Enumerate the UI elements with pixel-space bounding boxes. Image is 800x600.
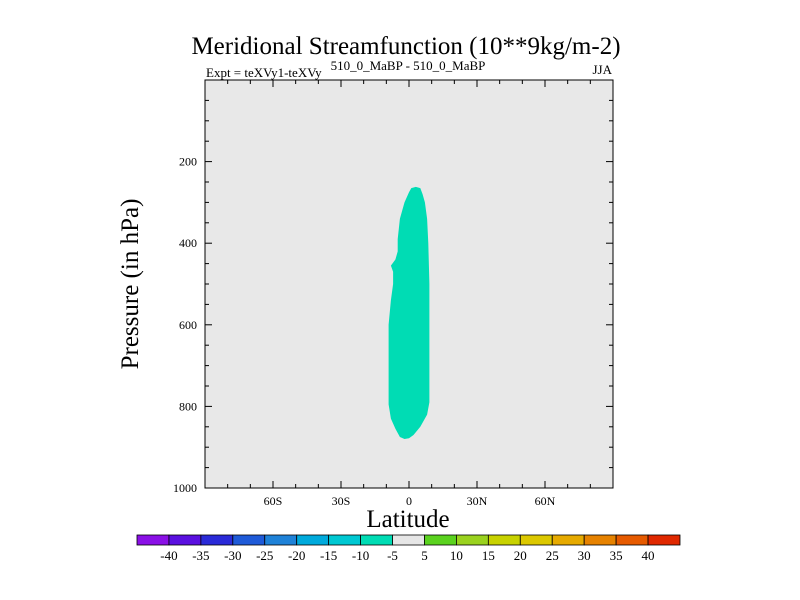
colorbar-label: -35 (192, 548, 209, 563)
y-tick-label: 1000 (173, 481, 197, 495)
colorbar-label: 35 (610, 548, 623, 563)
x-tick-label: 30S (332, 494, 351, 508)
y-tick-label: 600 (179, 318, 197, 332)
colorbar-swatch (487, 534, 521, 546)
x-tick-label: 60S (264, 494, 283, 508)
season-label: JJA (592, 62, 612, 77)
colorbar-label: -30 (224, 548, 241, 563)
colorbar-label: 20 (514, 548, 527, 563)
colorbar-swatch (583, 534, 617, 546)
y-tick-label: 400 (179, 236, 197, 250)
colorbar-label: 5 (421, 548, 428, 563)
colorbar-label: 25 (546, 548, 559, 563)
experiment-label: Expt = teXVy1-teXVy (206, 65, 322, 80)
colorbar-swatch (647, 534, 681, 546)
colorbar-swatch (328, 534, 361, 546)
colorbar-swatch (392, 534, 425, 546)
colorbar-label: -20 (288, 548, 305, 563)
colorbar-swatch (168, 534, 202, 546)
colorbar-label: -40 (160, 548, 177, 563)
colorbar-swatch (424, 534, 457, 546)
x-tick-label: 0 (406, 494, 412, 508)
y-axis-label: Pressure (in hPa) (117, 199, 144, 370)
colorbar-swatch (200, 534, 234, 546)
contour-fill-region (388, 186, 430, 439)
colorbar-swatch (264, 534, 298, 546)
colorbar-label: 15 (482, 548, 495, 563)
colorbar-swatch (519, 534, 553, 546)
y-axis: 200 400 600 800 1000 (173, 79, 613, 495)
colorbar-swatch (551, 534, 585, 546)
comparison-label: 510_0_MaBP - 510_0_MaBP (331, 58, 486, 73)
colorbar-label: 10 (450, 548, 463, 563)
chart-title: Meridional Streamfunction (10**9kg/m-2) (191, 33, 620, 60)
colorbar-label: 40 (642, 548, 655, 563)
contour-layer (388, 186, 430, 439)
colorbar-label: -25 (256, 548, 273, 563)
y-tick-label: 800 (179, 399, 197, 413)
colorbar-swatch (615, 534, 649, 546)
colorbar-label: -10 (352, 548, 369, 563)
colorbar: -40 -35 -30 -25 -20 -15 -10 -5 5 10 15 20 25 30 35 40 (136, 534, 681, 563)
colorbar-label: 30 (578, 548, 591, 563)
colorbar-swatch (136, 534, 170, 546)
x-axis: 60S 30S 0 30N 60N (204, 80, 614, 508)
colorbar-swatch (360, 534, 393, 546)
colorbar-swatch (296, 534, 330, 546)
x-axis-label: Latitude (366, 506, 449, 533)
colorbar-swatch (456, 534, 489, 546)
x-tick-label: 30N (467, 494, 488, 508)
colorbar-label: -5 (387, 548, 398, 563)
y-tick-label: 200 (179, 155, 197, 169)
colorbar-label: -15 (320, 548, 337, 563)
colorbar-swatch (232, 534, 266, 546)
x-tick-label: 60N (535, 494, 556, 508)
